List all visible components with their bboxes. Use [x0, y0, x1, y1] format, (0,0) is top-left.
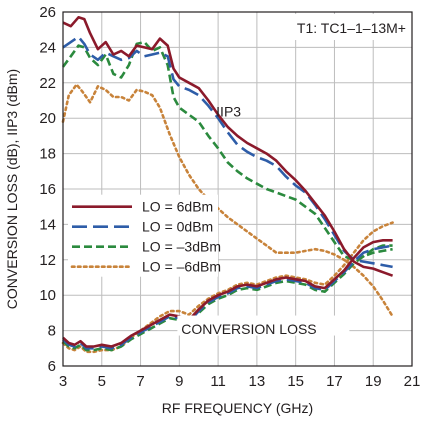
iip3-annotation: IIP3: [216, 103, 241, 119]
x-tick-label: 19: [365, 373, 382, 390]
x-tick-label: 5: [98, 373, 106, 390]
x-tick-label: 13: [249, 373, 266, 390]
transformer-annotation: T1: TC1–1–13M+: [262, 14, 411, 40]
series-line-conversion-loss: [62, 247, 393, 352]
y-tick-label: 22: [39, 75, 56, 92]
y-tick-label: 6: [48, 358, 56, 375]
series-line-iip3: [62, 35, 393, 269]
series-line-conversion-loss: [61, 221, 394, 354]
y-tick-label: 18: [39, 146, 56, 163]
legend-label: LO = –3dBm: [142, 239, 221, 255]
series-line-iip3: [61, 40, 393, 262]
y-tick-label: 8: [48, 323, 56, 340]
x-tick-label: 11: [210, 373, 226, 390]
series-layer: [61, 16, 394, 354]
y-tick-label: 10: [39, 287, 56, 304]
x-axis-label: RF FREQUENCY (GHz): [162, 400, 313, 416]
x-tick-label: 7: [136, 373, 144, 390]
legend-background: [68, 194, 218, 277]
plot-frame: [62, 11, 413, 367]
legend-label: LO = –6dBm: [142, 259, 221, 275]
conversion-loss-annotation: CONVERSION LOSS: [181, 321, 316, 337]
tick-labels: 3 5 7 9 11 13 15 17 19 21 6 8 10 12 14 16 18 20 22 24 26: [39, 4, 420, 390]
y-tick-label: 26: [39, 4, 56, 21]
series-line-conversion-loss: [62, 239, 393, 348]
series-line-iip3: [62, 16, 394, 277]
x-tick-label: 21: [404, 373, 421, 390]
transformer-annotation-text: T1: TC1–1–13M+: [297, 20, 406, 36]
y-tick-label: 14: [39, 216, 56, 233]
conversion-loss-annotation-background: [177, 315, 350, 336]
legend: LO = 6dBm LO = 0dBm LO = –3dBm LO = –6dBm: [68, 194, 221, 277]
legend-label: LO = 0dBm: [142, 219, 213, 235]
y-axis-label: CONVERSION LOSS (dB), IIP3 (dBm): [4, 69, 20, 309]
y-tick-label: 12: [39, 252, 56, 269]
legend-label: LO = 6dBm: [142, 199, 213, 215]
x-tick-label: 15: [287, 373, 304, 390]
transformer-annotation-background: [262, 14, 411, 40]
y-tick-label: 24: [39, 39, 56, 56]
y-tick-label: 16: [39, 181, 56, 198]
x-tick-label: 3: [59, 373, 67, 390]
x-tick-label: 9: [175, 373, 183, 390]
conversion-loss-annotation-group: CONVERSION LOSS: [177, 315, 350, 337]
x-tick-label: 17: [326, 373, 343, 390]
y-tick-label: 20: [39, 110, 56, 127]
